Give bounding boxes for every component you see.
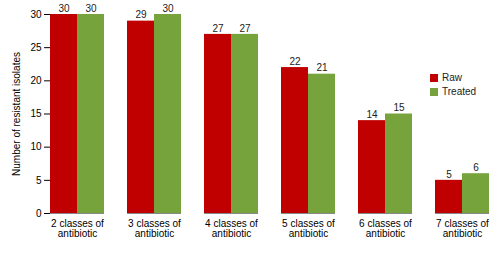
svg-text:0: 0: [36, 208, 42, 219]
svg-text:30: 30: [58, 3, 70, 14]
svg-text:20: 20: [30, 75, 42, 86]
svg-text:2 classes ofantibiotic: 2 classes ofantibiotic: [51, 218, 104, 239]
svg-text:7 classes ofantibiotic: 7 classes ofantibiotic: [436, 218, 489, 239]
html-text:Raw: Raw: [442, 72, 462, 83]
svg-text:5: 5: [36, 175, 42, 186]
svg-text:3 classes ofantibiotic: 3 classes ofantibiotic: [128, 218, 181, 239]
svg-text:Number of resistant isolates: Number of resistant isolates: [11, 52, 22, 176]
svg-text:5 classes ofantibiotic: 5 classes ofantibiotic: [282, 218, 335, 239]
svg-text:25: 25: [30, 42, 42, 53]
svg-text:4 classes ofantibiotic: 4 classes ofantibiotic: [205, 218, 258, 239]
html-text:Treated: Treated: [442, 86, 477, 97]
svg-text:30: 30: [85, 3, 97, 14]
svg-text:5: 5: [446, 169, 452, 180]
svg-text:21: 21: [316, 62, 328, 73]
svg-text:15: 15: [393, 102, 405, 113]
svg-text:6 classes ofantibiotic: 6 classes ofantibiotic: [359, 218, 412, 239]
svg-text:27: 27: [212, 23, 224, 34]
svg-text:14: 14: [366, 109, 378, 120]
svg-text:15: 15: [30, 108, 42, 119]
svg-text:6: 6: [473, 162, 479, 173]
svg-text:29: 29: [135, 9, 147, 20]
svg-text:27: 27: [239, 23, 251, 34]
svg-text:30: 30: [162, 3, 174, 14]
svg-text:22: 22: [289, 56, 301, 67]
svg-text:10: 10: [30, 141, 42, 152]
svg-text:30: 30: [30, 9, 42, 20]
